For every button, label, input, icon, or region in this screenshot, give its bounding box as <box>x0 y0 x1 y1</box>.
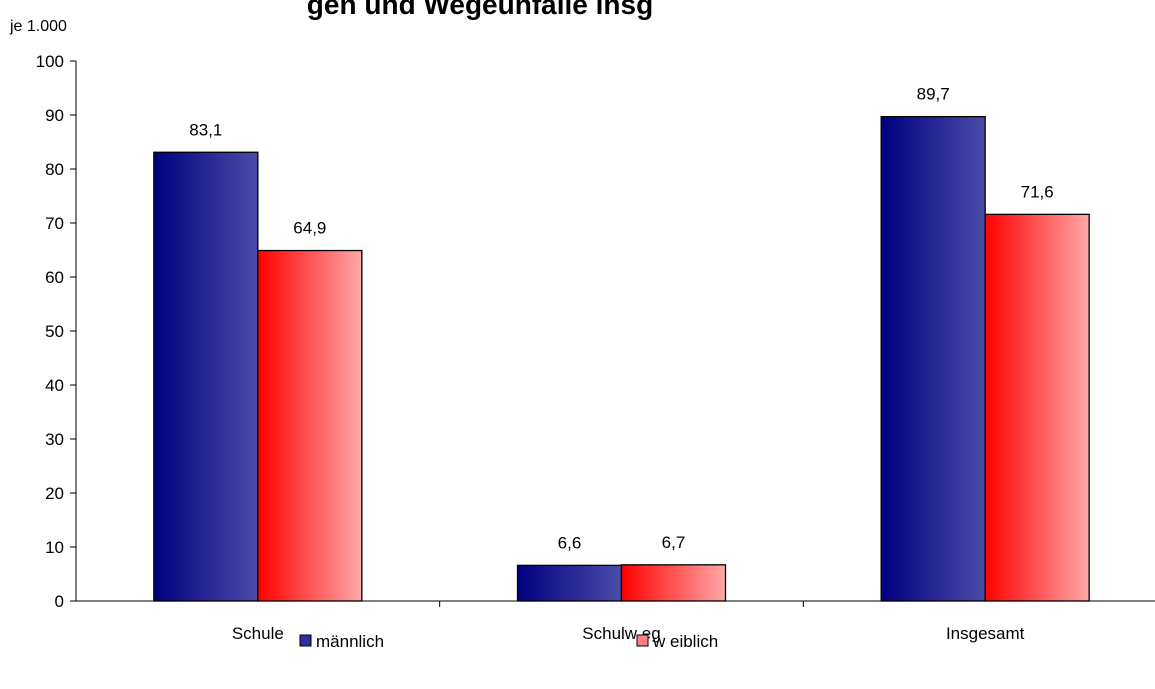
y-tick-label: 80 <box>45 160 64 179</box>
bar-männlich-schulw-eg <box>516 564 623 602</box>
legend-swatch-männlich <box>299 634 312 647</box>
bars: 83,1 64,9 6,6 6,7 89,7 71,6 <box>153 85 1090 602</box>
y-tick-label: 40 <box>45 376 64 395</box>
y-tick-label: 20 <box>45 484 64 503</box>
y-tick-label: 10 <box>45 538 64 557</box>
data-label: 89,7 <box>917 85 950 104</box>
chart-title: gen und Wegeunfälle insg <box>307 0 653 20</box>
legend-label-w-eiblich: w eiblich <box>652 632 718 651</box>
bar-männlich-schule <box>153 151 259 602</box>
legend-label-männlich: männlich <box>316 632 384 651</box>
data-label: 6,7 <box>662 533 686 552</box>
y-tick-label: 30 <box>45 430 64 449</box>
bar-w-eiblich-schule <box>257 249 363 602</box>
axes: 0 10 20 30 40 50 60 70 80 90 100 Schule Schulw eg Ins… <box>36 52 1155 643</box>
data-label: 71,6 <box>1021 182 1054 201</box>
x-tick-label: Insgesamt <box>946 624 1025 643</box>
y-tick-label: 60 <box>45 268 64 287</box>
legend-swatch-w-eiblich <box>636 634 649 647</box>
y-tick-label: 90 <box>45 106 64 125</box>
x-tick-label: Schule <box>232 624 284 643</box>
x-tick-label: Schulw eg <box>582 624 660 643</box>
y-tick-label: 70 <box>45 214 64 233</box>
y-tick-label: 0 <box>55 592 64 611</box>
data-label: 6,6 <box>558 533 582 552</box>
y-tick-label: 50 <box>45 322 64 341</box>
bar-männlich-insgesamt <box>880 115 986 602</box>
y-axis-label: je 1.000 <box>9 18 67 35</box>
bar-w-eiblich-insgesamt <box>984 213 1090 602</box>
bar-w-eiblich-schulw-eg <box>620 564 727 602</box>
data-label: 64,9 <box>293 219 326 238</box>
data-label: 83,1 <box>189 120 222 139</box>
legend: männlich w eiblich <box>299 632 718 651</box>
y-tick-label: 100 <box>36 52 64 71</box>
